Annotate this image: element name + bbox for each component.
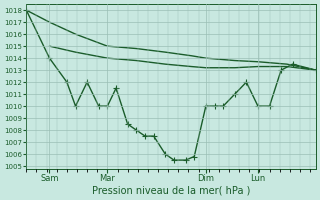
X-axis label: Pression niveau de la mer( hPa ): Pression niveau de la mer( hPa ) — [92, 186, 250, 196]
